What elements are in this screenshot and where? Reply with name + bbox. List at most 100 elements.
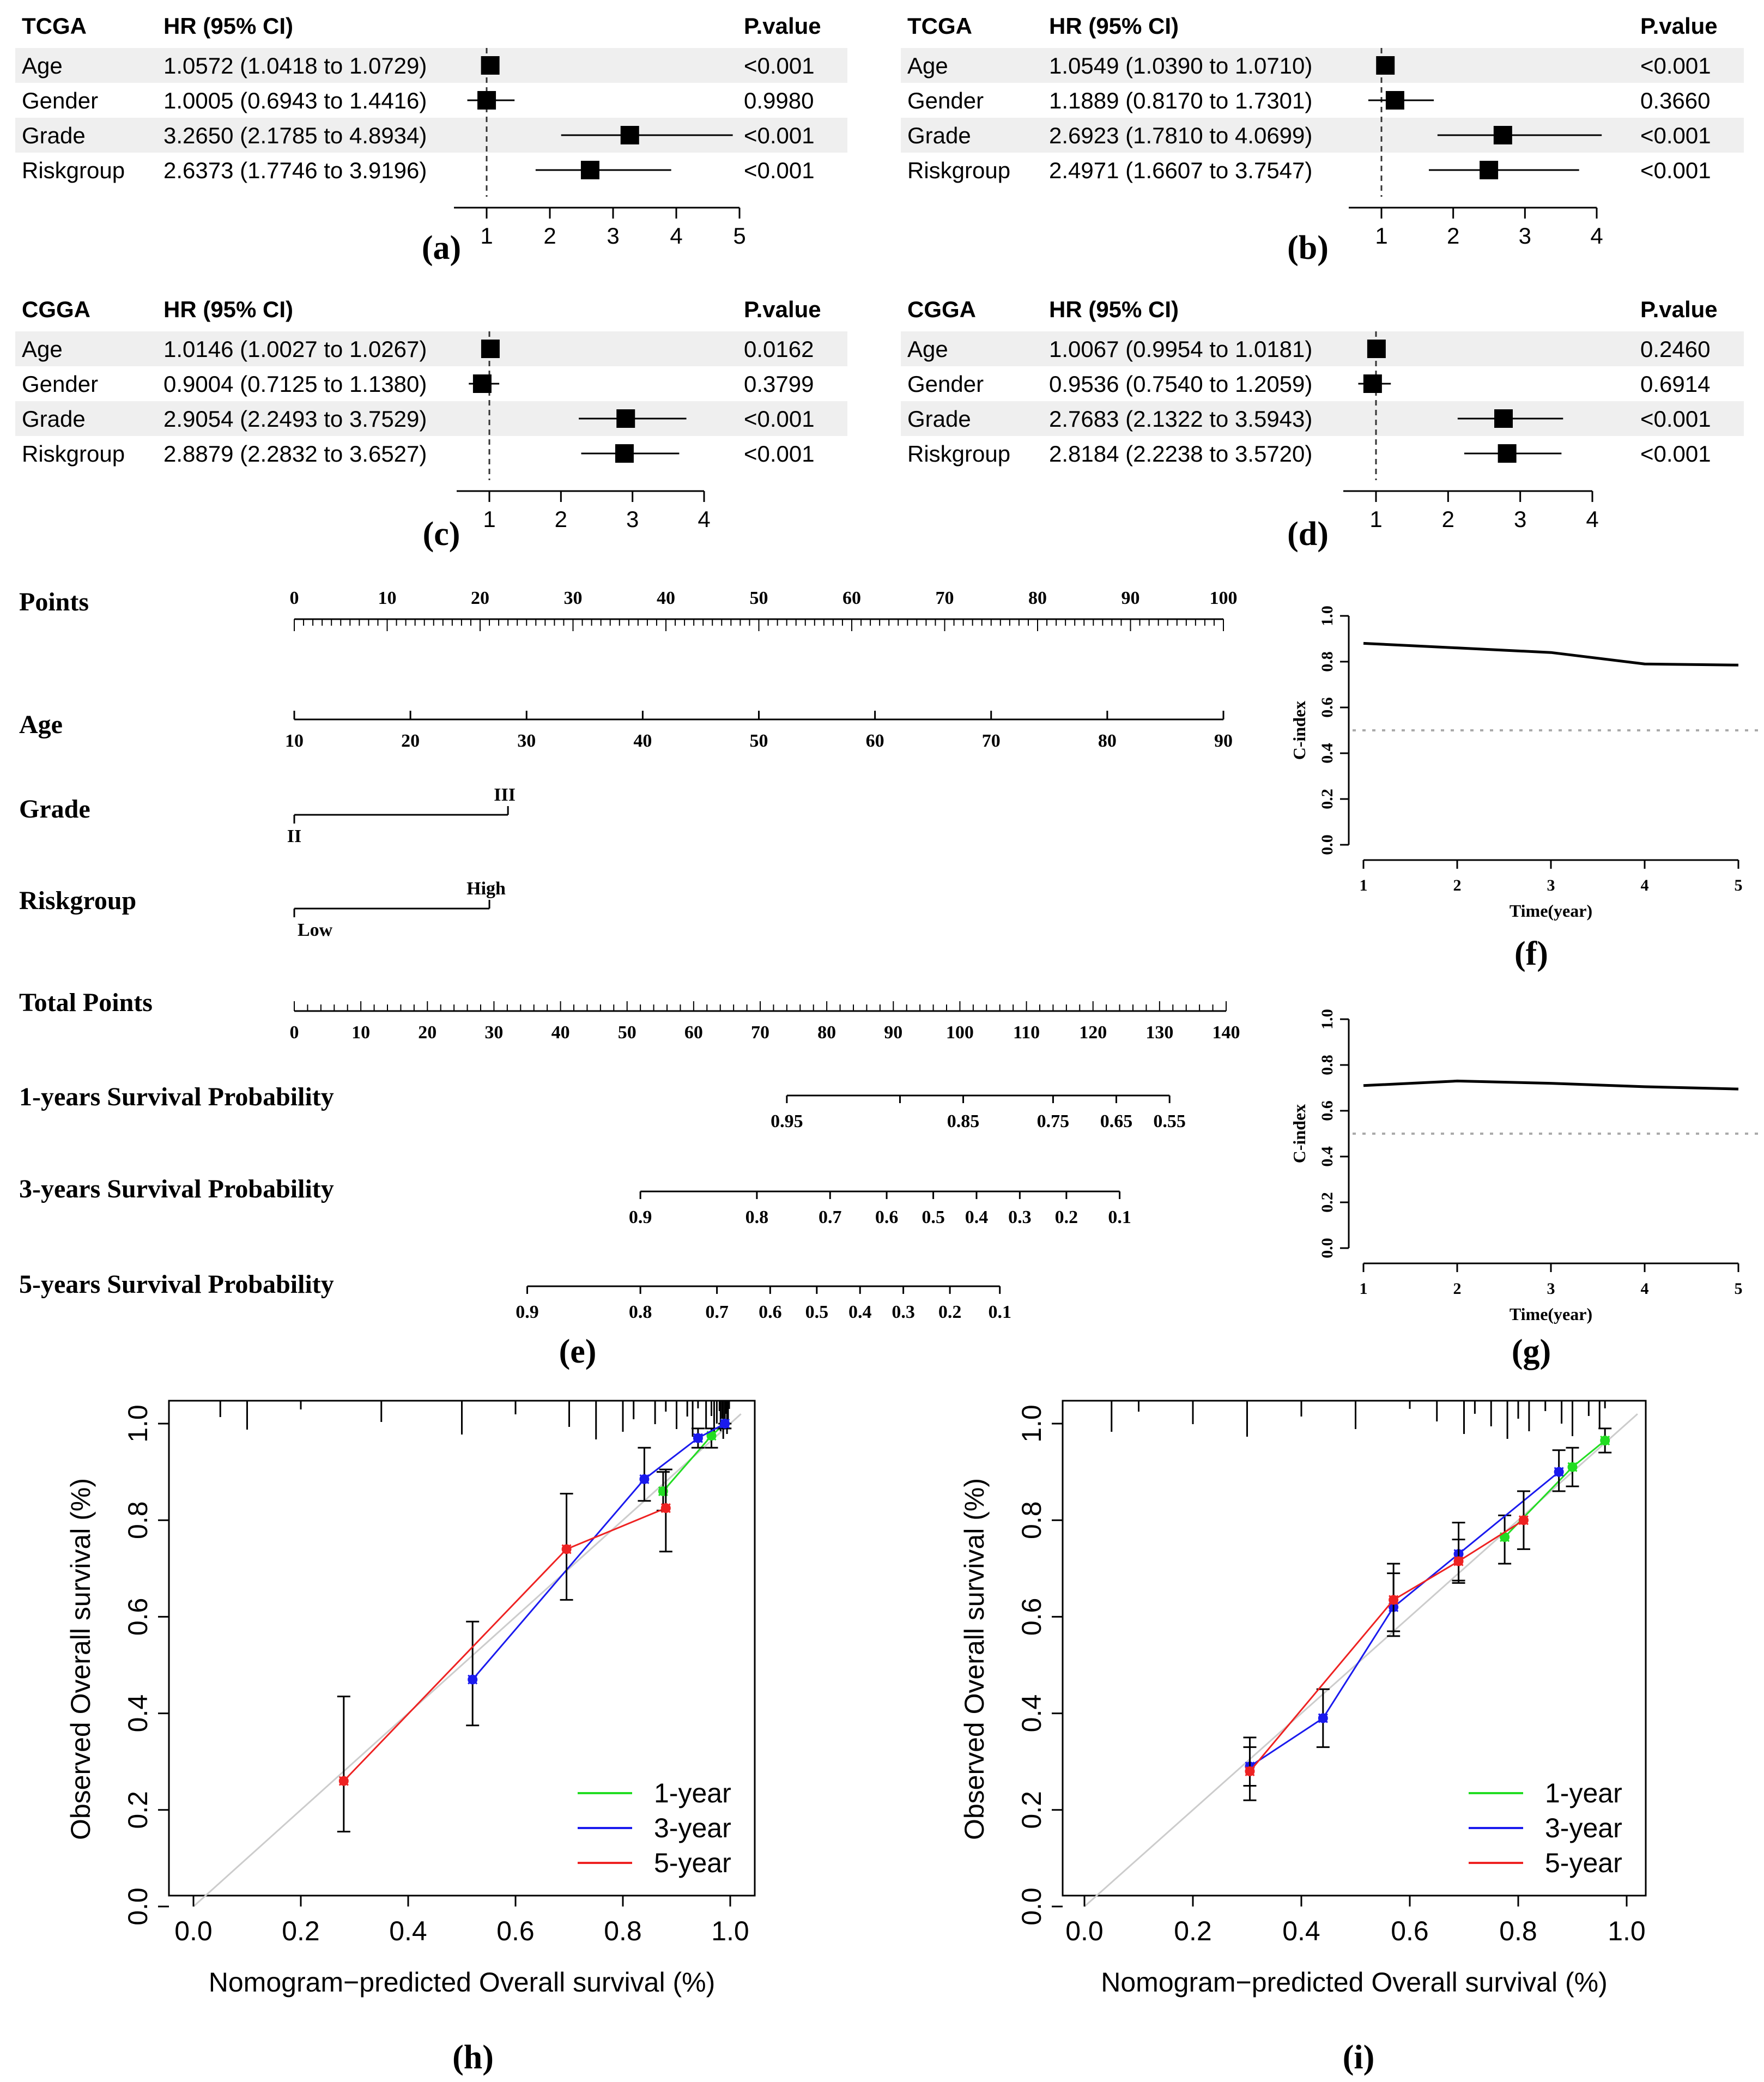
forest-p-value: <0.001 [1640, 123, 1711, 148]
forest-variable-label: Grade [22, 406, 86, 432]
forest-row-band [901, 48, 1744, 83]
y-tick-label: 0.6 [1318, 1100, 1336, 1121]
nomogram-survival-tick-label: 0.2 [938, 1302, 962, 1322]
forest-p-value: 0.2460 [1640, 336, 1710, 362]
y-tick-label: 0.4 [123, 1694, 153, 1733]
forest-p-value: <0.001 [1640, 406, 1711, 432]
cindex-chart-f: 0.0 0.2 0.4 0.6 0.8 1.0 C-index 1 2 3 4 5 Time(year) [1289, 606, 1764, 921]
legend-label: 1-year [1545, 1778, 1622, 1808]
y-tick-label: 0.4 [1318, 743, 1336, 764]
nomogram-total-tick-label: 0 [290, 1022, 299, 1043]
nomogram-survival-tick-label: 0.7 [819, 1207, 842, 1227]
y-axis-label: C-index [1289, 1104, 1309, 1163]
nomogram-total-tick-label: 70 [751, 1022, 769, 1043]
nomogram-points-tick-label: 80 [1028, 588, 1047, 608]
forest-x-tick-label: 5 [733, 223, 745, 249]
forest-variable-label: Grade [907, 123, 971, 148]
legend-label: 5-year [1545, 1848, 1622, 1878]
y-tick-label: 1.0 [1318, 606, 1336, 626]
nomogram-survival-tick-label: 0.75 [1037, 1111, 1070, 1131]
calibration-point-cross [1518, 1515, 1529, 1526]
nomogram-points-tick-label: 0 [290, 588, 299, 608]
nomogram-age-tick-label: 40 [633, 731, 652, 751]
nomogram-survival-tick-label: 0.95 [771, 1111, 803, 1131]
calibration-line-5-year [343, 1507, 666, 1782]
nomogram-survival-tick-label: 0.6 [875, 1207, 899, 1227]
y-tick-label: 0.6 [123, 1598, 153, 1636]
nomogram-row-label: 5-years Survival Probability [19, 1270, 334, 1299]
panel-label-a: (a) [422, 229, 461, 267]
calibration-point-cross [1245, 1766, 1255, 1776]
forest-hr-value: 2.6373 (1.7746 to 3.9196) [163, 158, 427, 183]
x-tick-label: 1 [1360, 876, 1368, 894]
x-tick-label: 0.4 [389, 1916, 427, 1946]
y-tick-label: 0.8 [1016, 1501, 1047, 1539]
forest-variable-label: Age [22, 53, 63, 78]
calibration-plot-i: 0.00.00.20.20.40.40.60.60.80.81.01.0Nomo… [959, 1400, 1647, 1998]
forest-hr-marker [1494, 409, 1513, 428]
nomogram-total-tick-label: 120 [1079, 1022, 1107, 1043]
forest-hr-value: 2.7683 (2.1322 to 3.5943) [1049, 406, 1312, 432]
forest-p-value: <0.001 [1640, 158, 1711, 183]
calibration-point-cross [1453, 1556, 1464, 1566]
y-tick-label: 0.2 [1318, 1192, 1336, 1213]
forest-plot-b: TCGA HR (95% CI) P.value Age 1.0549 (1.0390 … [901, 13, 1744, 249]
y-tick-label: 0.2 [1016, 1791, 1047, 1829]
calibration-point-cross [1500, 1532, 1510, 1542]
calibration-line-3-year [1249, 1471, 1560, 1768]
nomogram-points-tick-label: 70 [936, 588, 954, 608]
forest-cohort-header: TCGA [907, 13, 972, 39]
nomogram-survival-tick-label: 0.5 [922, 1207, 945, 1227]
forest-x-tick-label: 4 [1590, 223, 1603, 249]
panel-label-d: (d) [1287, 516, 1329, 553]
forest-row-band [15, 331, 847, 366]
forest-hr-marker [1363, 374, 1382, 393]
forest-hr-value: 2.6923 (1.7810 to 4.0699) [1049, 123, 1312, 148]
y-tick-label: 1.0 [1016, 1405, 1047, 1443]
calibration-point-cross [1554, 1467, 1564, 1477]
nomogram-total-tick-label: 100 [946, 1022, 974, 1043]
nomogram-survival-tick-label: 0.8 [745, 1207, 769, 1227]
y-tick-label: 0.6 [1318, 697, 1336, 718]
nomogram-category-low-label: II [287, 826, 301, 846]
forest-variable-label: Grade [22, 123, 86, 148]
calibration-point-cross [561, 1544, 572, 1554]
forest-p-header: P.value [1640, 13, 1718, 39]
x-tick-label: 0.2 [282, 1916, 320, 1946]
forest-variable-label: Riskgroup [907, 441, 1010, 467]
nomogram-age-tick-label: 30 [517, 731, 536, 751]
legend-label: 3-year [654, 1813, 731, 1843]
nomogram-survival-tick-label: 0.1 [988, 1302, 1011, 1322]
nomogram-row-label: Age [19, 710, 63, 739]
nomogram-points-tick-label: 90 [1122, 588, 1140, 608]
calibration-point-cross [693, 1433, 703, 1443]
nomogram-points-tick-label: 20 [471, 588, 489, 608]
forest-plot-c: CGGA HR (95% CI) P.value Age 1.0146 (1.0027 … [15, 296, 847, 532]
forest-cohort-header: CGGA [22, 296, 90, 322]
forest-p-value: <0.001 [744, 53, 815, 78]
forest-hr-value: 1.0146 (1.0027 to 1.0267) [163, 336, 427, 362]
nomogram-age-tick-label: 60 [866, 731, 884, 751]
nomogram-category-high-label: III [494, 785, 516, 805]
x-axis-label: Nomogram−predicted Overall survival (%) [1101, 1967, 1607, 1998]
x-tick-label: 0.4 [1282, 1916, 1320, 1946]
forest-hr-value: 1.0549 (1.0390 to 1.0710) [1049, 53, 1312, 78]
forest-hr-marker [1498, 444, 1517, 463]
forest-x-tick-label: 3 [1514, 506, 1526, 532]
y-tick-label: 0.0 [1318, 1238, 1336, 1258]
calibration-point-cross [1567, 1462, 1578, 1472]
forest-hr-header: HR (95% CI) [1049, 13, 1179, 39]
forest-hr-header: HR (95% CI) [163, 296, 293, 322]
x-axis-label: Time(year) [1510, 901, 1592, 921]
calibration-point-cross [1600, 1435, 1610, 1446]
x-tick-label: 0.8 [1499, 1916, 1537, 1946]
y-tick-label: 0.0 [123, 1887, 153, 1926]
nomogram-total-tick-label: 80 [817, 1022, 836, 1043]
panel-label-g: (g) [1512, 1333, 1551, 1370]
forest-p-header: P.value [744, 13, 821, 39]
x-tick-label: 0.6 [1391, 1916, 1429, 1946]
forest-hr-header: HR (95% CI) [163, 13, 293, 39]
forest-hr-marker [615, 444, 634, 463]
